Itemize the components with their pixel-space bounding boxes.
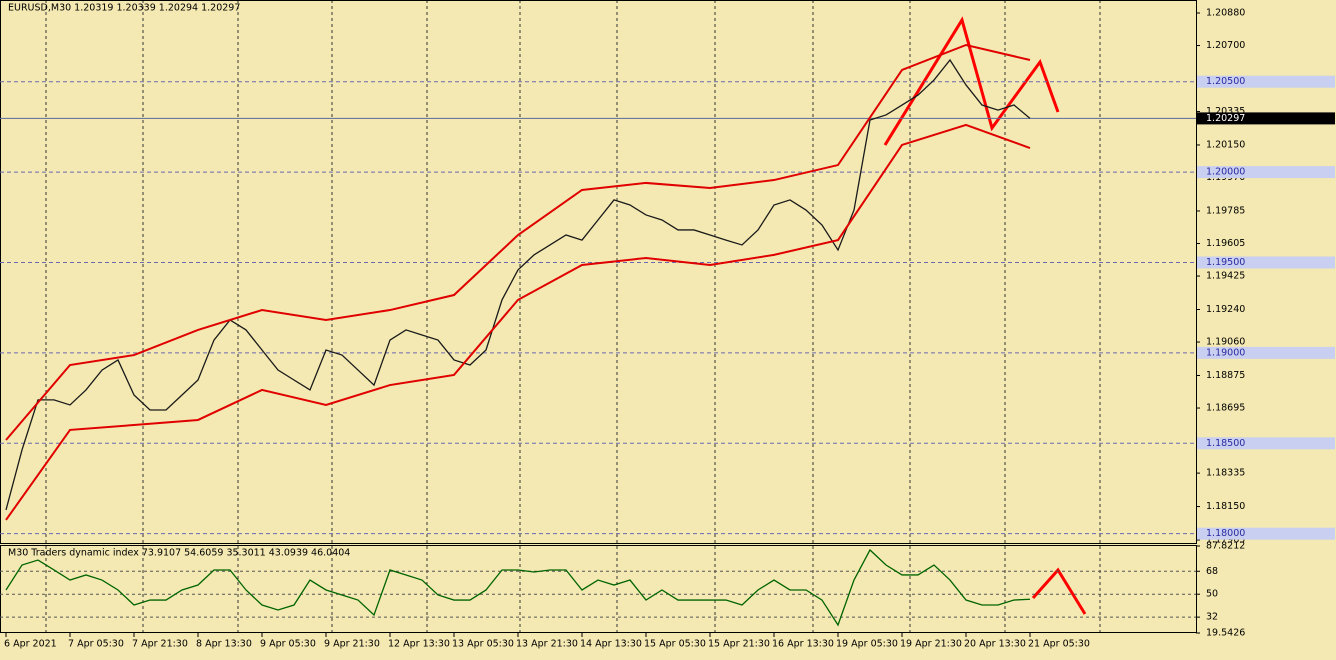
main-frame	[0, 0, 1197, 544]
y-tick-label: 1.18335	[1206, 468, 1245, 479]
y-tick-label: 19.5426	[1206, 628, 1245, 639]
indicator-frame	[0, 545, 1197, 633]
band-line	[5, 123, 1031, 521]
y-tick-label: 1.18875	[1206, 370, 1245, 381]
level-label-box	[1197, 346, 1335, 359]
x-tick-label: 8 Apr 13:30	[196, 639, 252, 650]
x-tick-label: 9 Apr 05:30	[260, 639, 316, 650]
y-tick-label: 1.19785	[1206, 205, 1245, 216]
level-label-box	[1197, 75, 1335, 88]
level-label-box	[1197, 527, 1335, 540]
y-tick-label: 1.20150	[1206, 139, 1245, 150]
x-tick-label: 7 Apr 05:30	[68, 639, 124, 650]
x-tick-label: 13 Apr 05:30	[452, 639, 514, 650]
price-line	[5, 58, 1031, 511]
y-tick-label: 1.19425	[1206, 271, 1245, 282]
y-tick-label: 1.20700	[1206, 40, 1245, 51]
current-price-label: 1.20297	[1206, 113, 1245, 124]
x-tick-label: 15 Apr 21:30	[708, 639, 770, 650]
y-tick-label: 1.18150	[1206, 501, 1245, 512]
indicator-title: M30 Traders dynamic index 73.9107 54.605…	[8, 548, 350, 559]
y-tick-label: 1.20335	[1206, 106, 1245, 117]
forecast-arrows	[883, 16, 1087, 615]
x-tick-label: 7 Apr 21:30	[132, 639, 188, 650]
band-line	[5, 43, 1031, 441]
x-tick-label: 15 Apr 05:30	[644, 639, 706, 650]
level-label: 1.20000	[1206, 167, 1245, 178]
level-label-box	[1197, 166, 1335, 179]
level-label: 1.18500	[1206, 438, 1245, 449]
x-tick-label: 21 Apr 05:30	[1028, 639, 1090, 650]
level-label: 1.18000	[1206, 528, 1245, 539]
main-title: EURUSD,M30 1.20319 1.20339 1.20294 1.202…	[8, 3, 240, 14]
x-tick-label: 12 Apr 13:30	[388, 639, 450, 650]
x-tick-label: 19 Apr 05:30	[836, 639, 898, 650]
y-tick-label: 1.17965	[1206, 535, 1245, 546]
x-tick-label: 20 Apr 13:30	[964, 639, 1026, 650]
y-tick-label: 1.19605	[1206, 238, 1245, 249]
level-label-box	[1197, 256, 1335, 269]
current-price-box	[1197, 112, 1335, 125]
level-label-box	[1197, 437, 1335, 450]
y-tick-label: 1.19240	[1206, 304, 1245, 315]
x-tick-label: 19 Apr 21:30	[900, 639, 962, 650]
level-label: 1.19000	[1206, 347, 1245, 358]
x-tick-label: 14 Apr 13:30	[580, 639, 642, 650]
level-label: 1.19500	[1206, 257, 1245, 268]
y-tick-label: 50	[1206, 589, 1218, 600]
y-tick-label: 1.19060	[1206, 337, 1245, 348]
y-tick-label: 87.8212	[1206, 541, 1245, 552]
x-tick-label: 9 Apr 21:30	[324, 639, 380, 650]
y-tick-label: 1.20880	[1206, 8, 1245, 19]
level-label: 1.20500	[1206, 76, 1245, 87]
y-tick-label: 32	[1206, 612, 1218, 623]
x-tick-label: 13 Apr 21:30	[516, 639, 578, 650]
x-tick-label: 16 Apr 13:30	[772, 639, 834, 650]
price-line	[5, 548, 1031, 627]
x-tick-label: 6 Apr 2021	[4, 639, 57, 650]
y-tick-label: 68	[1206, 566, 1218, 577]
y-tick-label: 1.18695	[1206, 403, 1245, 414]
